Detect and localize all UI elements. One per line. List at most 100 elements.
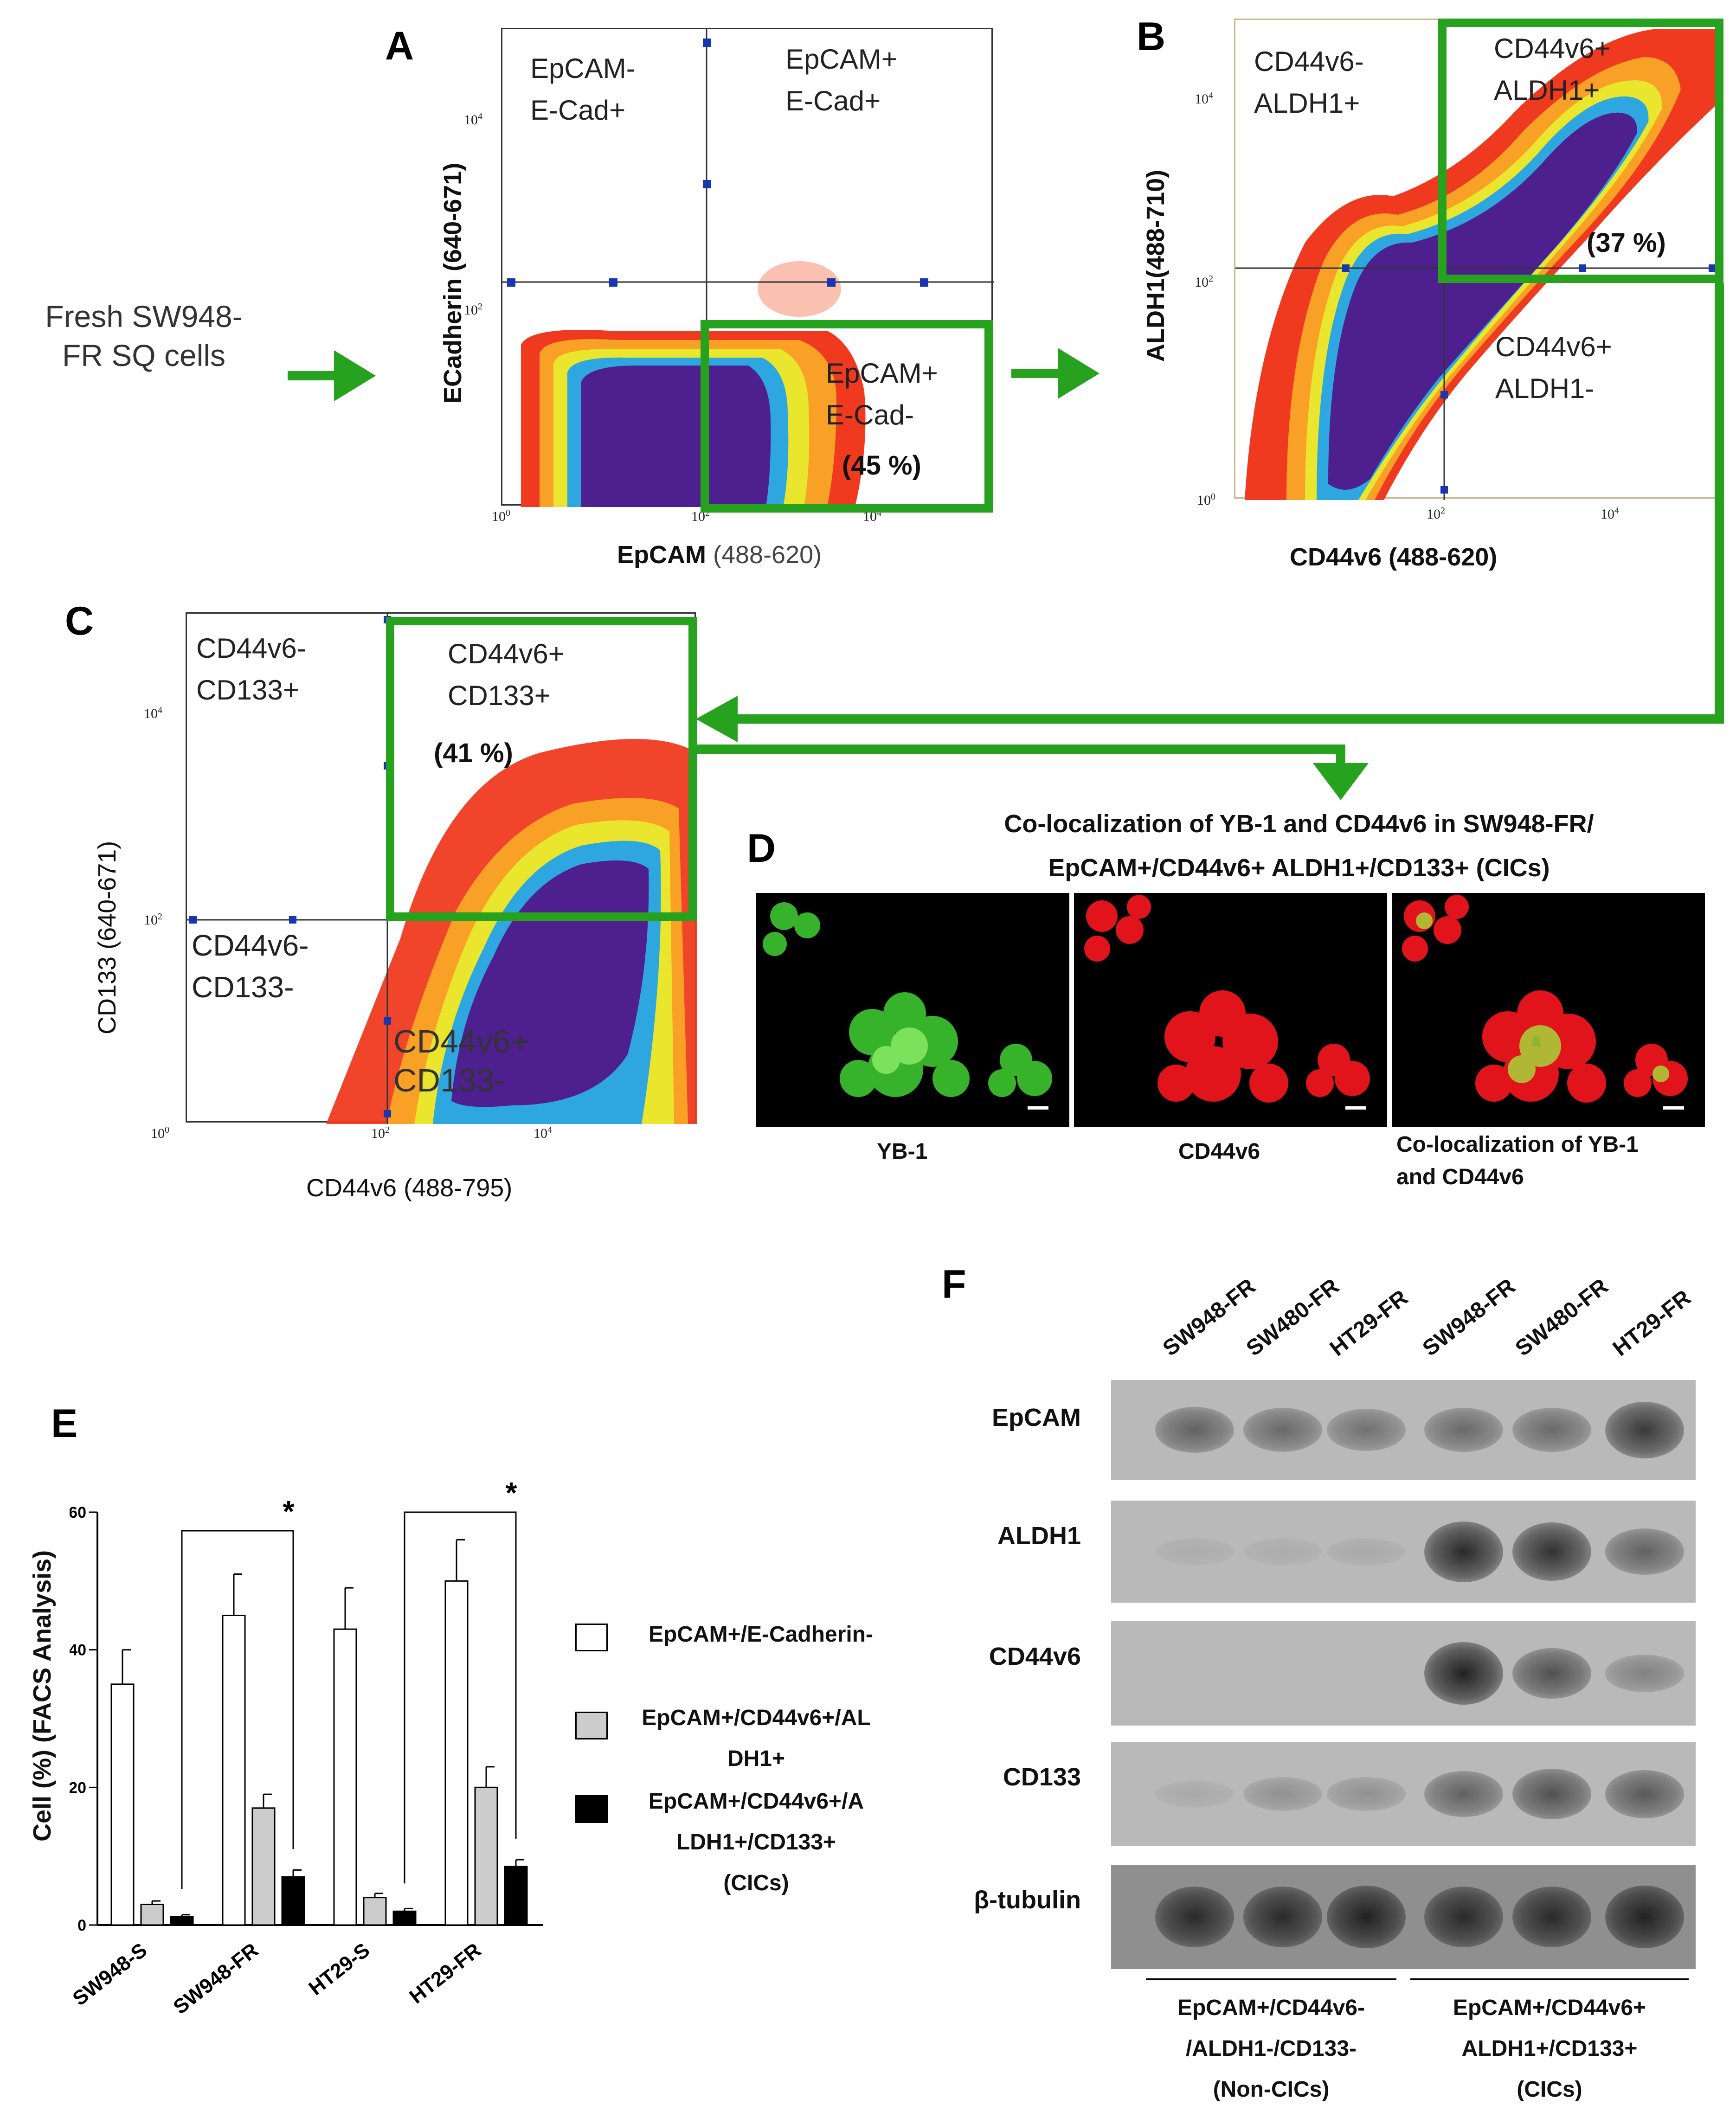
- input-cells-line2: FR SQ cells: [62, 338, 226, 372]
- micro-cd44v6-cells: [1084, 895, 1370, 1110]
- significance-bracket: [181, 1530, 294, 1889]
- group2-line1: EpCAM+/CD44v6+: [1453, 1996, 1646, 2020]
- blot-band: [1512, 1522, 1591, 1581]
- significance-bracket: [404, 1511, 517, 1884]
- tick-c-y4: 104: [144, 705, 162, 721]
- blot-band: [1327, 1409, 1406, 1451]
- quadrant-c-ul: CD44v6- CD133+: [196, 628, 306, 711]
- protein-label-cd133: CD133: [1003, 1763, 1081, 1791]
- lane-label-1: SW948-FR: [1158, 1274, 1260, 1361]
- micro-caption-yb1: YB-1: [877, 1139, 928, 1164]
- protein-label-aldh1: ALDH1: [997, 1522, 1081, 1550]
- tick-b-y4: 104: [1195, 90, 1213, 107]
- panel-b-letter: B: [1137, 14, 1166, 59]
- legend-label-3: EpCAM+/CD44v6+/A LDH1+/CD133+ (CICs): [648, 1789, 864, 1895]
- legend-swatch-1: [575, 1624, 608, 1651]
- y-tick-label: 0: [77, 1917, 86, 1934]
- tick-b-x4: 104: [1601, 506, 1619, 522]
- protein-label-tubulin: β-tubulin: [974, 1886, 1081, 1914]
- panel-c-letter: C: [65, 599, 94, 643]
- quadrant-b-lr-l2: ALDH1-: [1495, 373, 1595, 404]
- x-tick-label: HT29-FR: [405, 1938, 485, 2008]
- quadrant-c-ll-l2: CD133-: [192, 970, 294, 1004]
- flow-density-c: [187, 614, 697, 1124]
- blot-row: [1111, 1501, 1696, 1603]
- blot-band: [1605, 1885, 1684, 1949]
- flow-plot-a: EpCAM- E-Cad+ EpCAM+ E-Cad+: [501, 28, 994, 507]
- arrow-head-d: [1313, 763, 1369, 800]
- blot-band: [1243, 1887, 1322, 1947]
- bar: [333, 1628, 357, 1926]
- blot-band: [1327, 1538, 1406, 1566]
- bar: [474, 1786, 498, 1926]
- blot-band: [1512, 1769, 1591, 1819]
- micro-caption-merge-l2: and CD44v6: [1396, 1165, 1524, 1189]
- blot-row: [1111, 1742, 1696, 1846]
- quadrant-b-ul-l1: CD44v6-: [1254, 46, 1364, 77]
- group-line-2: [1410, 1978, 1689, 1980]
- tick-b-x2: 102: [1427, 506, 1445, 522]
- legend-label-2: EpCAM+/CD44v6+/AL DH1+: [642, 1706, 871, 1771]
- x-tick-label: HT29-S: [305, 1938, 374, 2000]
- quadrant-c-lr-l2: CD133-: [393, 1062, 506, 1098]
- blot-row: [1111, 1380, 1696, 1480]
- xaxis-c: CD44v6 (488-795): [306, 1174, 513, 1202]
- percent-b: (37 %): [1587, 228, 1666, 258]
- quadrant-c-ur-l1: CD44v6+: [448, 638, 565, 669]
- micro-title-line2: EpCAM+/CD44v6+ ALDH1+/CD133+ (CICs): [1048, 854, 1550, 882]
- lane-label-2: SW480-FR: [1241, 1274, 1344, 1361]
- tick-b-y2: 102: [1195, 274, 1213, 290]
- protein-label-epcam: EpCAM: [992, 1404, 1081, 1431]
- blot-band: [1605, 1528, 1684, 1575]
- tick-a-y4: 104: [464, 111, 482, 128]
- quadrant-c-lr-l1: CD44v6+: [393, 1023, 530, 1059]
- tick-a-x0: 100: [492, 508, 510, 524]
- blot-row: [1111, 1621, 1696, 1726]
- gate-c: [386, 617, 697, 921]
- legend-swatch-3: [575, 1795, 608, 1823]
- bar: [392, 1910, 417, 1926]
- protein-label-cd44v6: CD44v6: [989, 1643, 1081, 1670]
- significance-star: *: [506, 1476, 517, 1509]
- quadrant-a-lr-l1: EpCAM+: [826, 358, 938, 389]
- micro-caption-cd44v6: CD44v6: [1178, 1139, 1260, 1164]
- bar: [281, 1876, 305, 1926]
- group-line-1: [1146, 1978, 1396, 1980]
- legend-swatch-2: [575, 1712, 608, 1739]
- tick-c-y2: 102: [144, 911, 162, 928]
- blot-band: [1424, 1771, 1503, 1817]
- blot-band: [1155, 1887, 1234, 1947]
- quadrant-b-ul: CD44v6- ALDH1+: [1254, 41, 1364, 124]
- quadrant-c-ll-l1: CD44v6-: [192, 929, 309, 962]
- bar: [363, 1897, 387, 1926]
- micro-image-cd44v6: [1074, 893, 1387, 1127]
- blot-band: [1243, 1538, 1322, 1565]
- group1-line1: EpCAM+/CD44v6-: [1177, 1996, 1365, 2020]
- bar: [140, 1904, 164, 1926]
- tick-a-y2: 102: [464, 302, 482, 318]
- panel-d-letter: D: [747, 826, 776, 871]
- lane-label-5: SW480-FR: [1511, 1274, 1613, 1361]
- group-label-noncics: EpCAM+/CD44v6- /ALDH1-/CD133- (Non-CICs): [1132, 1988, 1410, 2110]
- quadrant-a-ur-l1: EpCAM+: [785, 44, 898, 75]
- micro-yb1-cells: [763, 902, 1052, 1110]
- legend-label-1: EpCAM+/E-Cadherin-: [648, 1622, 874, 1647]
- flow-density-a: [502, 29, 994, 507]
- quadrant-c-lr: CD44v6+ CD133-: [393, 1022, 530, 1100]
- micro-image-merge: [1392, 893, 1705, 1127]
- group-label-cics: EpCAM+/CD44v6+ ALDH1+/CD133+ (CICs): [1410, 1988, 1689, 2110]
- micro-merge-cells: [1402, 895, 1688, 1110]
- connector-to-d-v: [1336, 745, 1345, 768]
- quadrant-c-ur: CD44v6+ CD133+: [448, 633, 565, 717]
- tick-c-x4: 104: [534, 1125, 552, 1141]
- quadrant-a-ul: EpCAM- E-Cad+: [530, 48, 636, 131]
- y-tick-label: 60: [70, 1504, 86, 1521]
- x-tick-label: SW948-FR: [169, 1938, 263, 2019]
- blot-band: [1512, 1408, 1591, 1452]
- xaxis-a: EpCAM (488-620): [617, 541, 822, 569]
- quadrant-b-lr-l1: CD44v6+: [1495, 331, 1612, 362]
- blot-band: [1424, 1408, 1503, 1452]
- quadrant-b-lr: CD44v6+ ALDH1-: [1495, 326, 1612, 410]
- arrow-head-a: [334, 350, 376, 401]
- connector-to-d-h: [696, 745, 1345, 754]
